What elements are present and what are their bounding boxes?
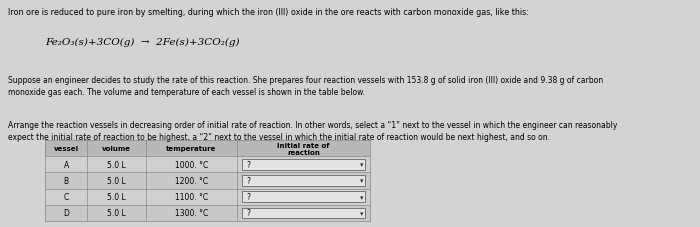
Bar xyxy=(242,175,365,186)
Bar xyxy=(45,173,370,189)
Text: 5.0 L: 5.0 L xyxy=(107,209,126,217)
Bar xyxy=(45,205,370,221)
Text: 1000. °C: 1000. °C xyxy=(175,160,208,169)
Bar xyxy=(45,141,370,157)
Text: ?: ? xyxy=(247,209,251,217)
Text: B: B xyxy=(64,176,69,185)
Bar xyxy=(242,159,365,170)
Text: temperature: temperature xyxy=(166,146,216,151)
Text: D: D xyxy=(63,209,69,217)
Text: ?: ? xyxy=(247,176,251,185)
Text: 5.0 L: 5.0 L xyxy=(107,192,126,201)
Text: 5.0 L: 5.0 L xyxy=(107,176,126,185)
Text: C: C xyxy=(64,192,69,201)
Text: 1300. °C: 1300. °C xyxy=(175,209,208,217)
Text: ▾: ▾ xyxy=(360,178,363,184)
Bar xyxy=(45,157,370,173)
Bar xyxy=(45,189,370,205)
Text: Arrange the reaction vessels in decreasing order of initial rate of reaction. In: Arrange the reaction vessels in decreasi… xyxy=(8,120,617,141)
Text: vessel: vessel xyxy=(54,146,79,151)
Text: 1100. °C: 1100. °C xyxy=(175,192,208,201)
Text: volume: volume xyxy=(102,146,131,151)
Text: A: A xyxy=(64,160,69,169)
Text: initial rate of
reaction: initial rate of reaction xyxy=(277,142,330,155)
Text: Iron ore is reduced to pure iron by smelting, during which the iron (III) oxide : Iron ore is reduced to pure iron by smel… xyxy=(8,8,528,17)
Bar xyxy=(242,208,365,218)
Text: Suppose an engineer decides to study the rate of this reaction. She prepares fou: Suppose an engineer decides to study the… xyxy=(8,75,603,96)
Text: ▾: ▾ xyxy=(360,210,363,216)
Text: 5.0 L: 5.0 L xyxy=(107,160,126,169)
Text: ?: ? xyxy=(247,160,251,169)
Text: ▾: ▾ xyxy=(360,162,363,168)
Text: Fe₂O₃(s)+3CO(g)  →  2Fe(s)+3CO₂(g): Fe₂O₃(s)+3CO(g) → 2Fe(s)+3CO₂(g) xyxy=(45,37,239,46)
Text: 1200. °C: 1200. °C xyxy=(175,176,208,185)
Text: ▾: ▾ xyxy=(360,194,363,200)
Text: ?: ? xyxy=(247,192,251,201)
Bar xyxy=(242,192,365,202)
